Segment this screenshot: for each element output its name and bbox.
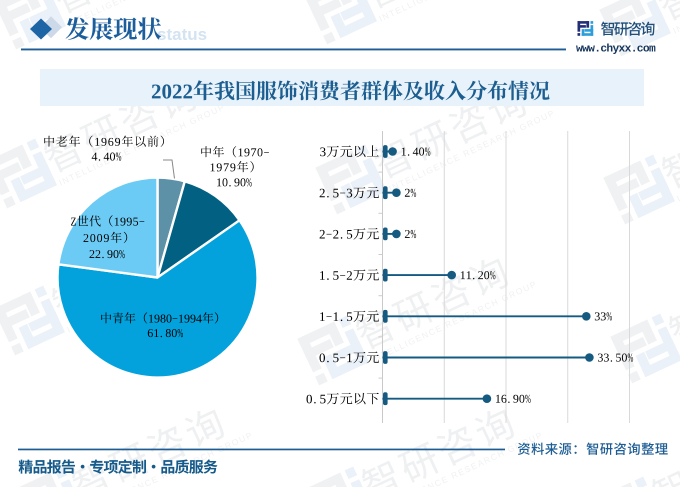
svg-text:status: status: [157, 25, 207, 44]
svg-text:www.chyxx.com: www.chyxx.com: [576, 44, 656, 56]
